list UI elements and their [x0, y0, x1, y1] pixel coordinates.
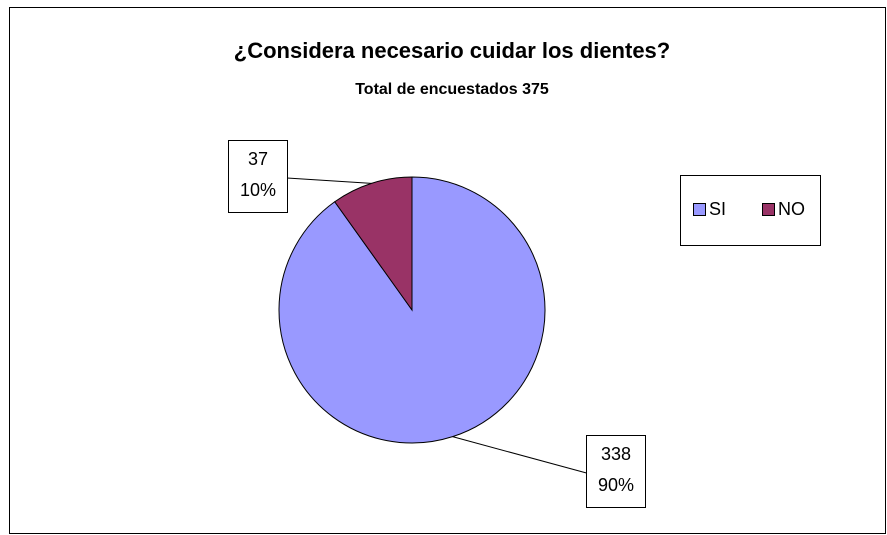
data-label-percent: 10%: [240, 180, 276, 200]
pie-slice: [334, 176, 413, 312]
data-label-box: [586, 435, 646, 508]
data-label-value: 37: [248, 149, 268, 169]
leader-line: [286, 177, 372, 184]
legend-swatch: [762, 203, 775, 216]
legend-swatch: [693, 203, 706, 216]
data-label-box: [228, 140, 288, 213]
legend-label: SI: [709, 199, 726, 219]
chart-subtitle: Total de encuestados 375: [355, 81, 549, 98]
leader-line: [452, 436, 587, 474]
data-label-percent: 90%: [598, 475, 634, 495]
data-label-value: 338: [601, 444, 631, 464]
legend-label: NO: [778, 199, 805, 219]
chart-title: ¿Considera necesario cuidar los dientes?: [234, 38, 670, 63]
